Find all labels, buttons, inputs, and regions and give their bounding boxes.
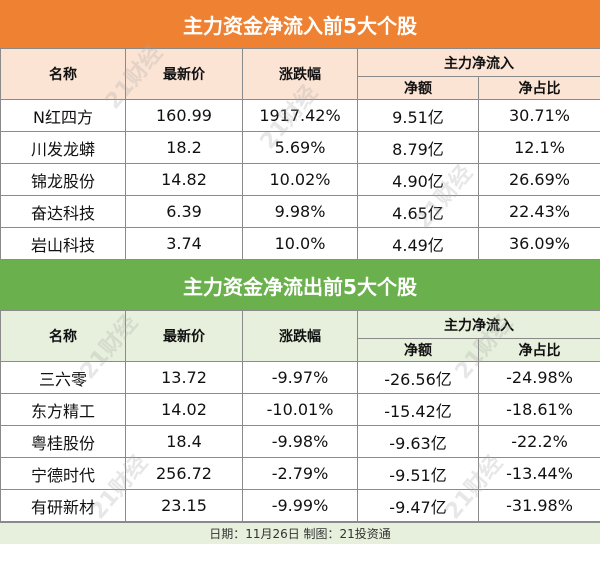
stock-net: 8.79亿 <box>357 131 479 164</box>
stock-price: 13.72 <box>125 361 243 394</box>
stock-net: -9.63亿 <box>357 425 479 458</box>
col-header-name: 名称 <box>0 48 126 100</box>
stock-ratio: 12.1% <box>478 131 600 164</box>
col-header-ratio: 净占比 <box>478 338 600 362</box>
stock-change: 10.0% <box>242 227 358 260</box>
stock-name: 东方精工 <box>0 393 126 426</box>
stock-name: 岩山科技 <box>0 227 126 260</box>
outflow-table: 名称 最新价 涨跌幅 主力净流入 净额 净占比 三六零 13.72 -9.97%… <box>0 310 600 522</box>
stock-name: 有研新材 <box>0 489 126 522</box>
table-row: 川发龙蟒 18.2 5.69% 8.79亿 12.1% <box>0 131 600 164</box>
stock-net: -15.42亿 <box>357 393 479 426</box>
stock-change: 5.69% <box>242 131 358 164</box>
table-row: 东方精工 14.02 -10.01% -15.42亿 -18.61% <box>0 393 600 426</box>
stock-net: 9.51亿 <box>357 99 479 132</box>
table-row: 粤桂股份 18.4 -9.98% -9.63亿 -22.2% <box>0 425 600 458</box>
stock-ratio: 26.69% <box>478 163 600 196</box>
stock-price: 18.4 <box>125 425 243 458</box>
col-header-price: 最新价 <box>125 48 243 100</box>
col-header-ratio: 净占比 <box>478 76 600 100</box>
col-header-change: 涨跌幅 <box>242 48 358 100</box>
stock-name: 锦龙股份 <box>0 163 126 196</box>
col-header-price: 最新价 <box>125 310 243 362</box>
outflow-title: 主力资金净流出前5大个股 <box>0 260 600 310</box>
table-row: N红四方 160.99 1917.42% 9.51亿 30.71% <box>0 99 600 132</box>
stock-change: -9.99% <box>242 489 358 522</box>
table-row: 奋达科技 6.39 9.98% 4.65亿 22.43% <box>0 195 600 228</box>
stock-name: 三六零 <box>0 361 126 394</box>
stock-ratio: 22.43% <box>478 195 600 228</box>
stock-ratio: 30.71% <box>478 99 600 132</box>
stock-ratio: 36.09% <box>478 227 600 260</box>
footer-credit: 日期：11月26日 制图：21投资通 <box>0 522 600 544</box>
stock-price: 14.02 <box>125 393 243 426</box>
stock-name: N红四方 <box>0 99 126 132</box>
stock-price: 6.39 <box>125 195 243 228</box>
stock-price: 14.82 <box>125 163 243 196</box>
stock-ratio: -22.2% <box>478 425 600 458</box>
col-header-net: 净额 <box>357 76 479 100</box>
table-row: 锦龙股份 14.82 10.02% 4.90亿 26.69% <box>0 163 600 196</box>
stock-name: 奋达科技 <box>0 195 126 228</box>
stock-net: -26.56亿 <box>357 361 479 394</box>
stock-ratio: -24.98% <box>478 361 600 394</box>
stock-change: -2.79% <box>242 457 358 490</box>
stock-ratio: -18.61% <box>478 393 600 426</box>
stock-name: 川发龙蟒 <box>0 131 126 164</box>
col-header-name: 名称 <box>0 310 126 362</box>
col-header-group: 主力净流入 <box>357 48 600 77</box>
stock-price: 256.72 <box>125 457 243 490</box>
stock-change: -9.98% <box>242 425 358 458</box>
stock-net: 4.49亿 <box>357 227 479 260</box>
stock-net: 4.65亿 <box>357 195 479 228</box>
stock-change: -10.01% <box>242 393 358 426</box>
stock-name: 宁德时代 <box>0 457 126 490</box>
inflow-table: 名称 最新价 涨跌幅 主力净流入 净额 净占比 N红四方 160.99 1917… <box>0 48 600 260</box>
stock-change: 1917.42% <box>242 99 358 132</box>
table-row: 宁德时代 256.72 -2.79% -9.51亿 -13.44% <box>0 457 600 490</box>
stock-price: 23.15 <box>125 489 243 522</box>
stock-change: -9.97% <box>242 361 358 394</box>
stock-net: -9.47亿 <box>357 489 479 522</box>
col-header-net: 净额 <box>357 338 479 362</box>
col-header-change: 涨跌幅 <box>242 310 358 362</box>
table-row: 岩山科技 3.74 10.0% 4.49亿 36.09% <box>0 227 600 260</box>
stock-price: 160.99 <box>125 99 243 132</box>
stock-ratio: -31.98% <box>478 489 600 522</box>
stock-net: -9.51亿 <box>357 457 479 490</box>
stock-name: 粤桂股份 <box>0 425 126 458</box>
inflow-title: 主力资金净流入前5大个股 <box>0 0 600 48</box>
stock-price: 3.74 <box>125 227 243 260</box>
table-row: 三六零 13.72 -9.97% -26.56亿 -24.98% <box>0 361 600 394</box>
stock-price: 18.2 <box>125 131 243 164</box>
stock-change: 10.02% <box>242 163 358 196</box>
stock-ratio: -13.44% <box>478 457 600 490</box>
stock-change: 9.98% <box>242 195 358 228</box>
col-header-group: 主力净流入 <box>357 310 600 339</box>
stock-net: 4.90亿 <box>357 163 479 196</box>
table-row: 有研新材 23.15 -9.99% -9.47亿 -31.98% <box>0 489 600 522</box>
